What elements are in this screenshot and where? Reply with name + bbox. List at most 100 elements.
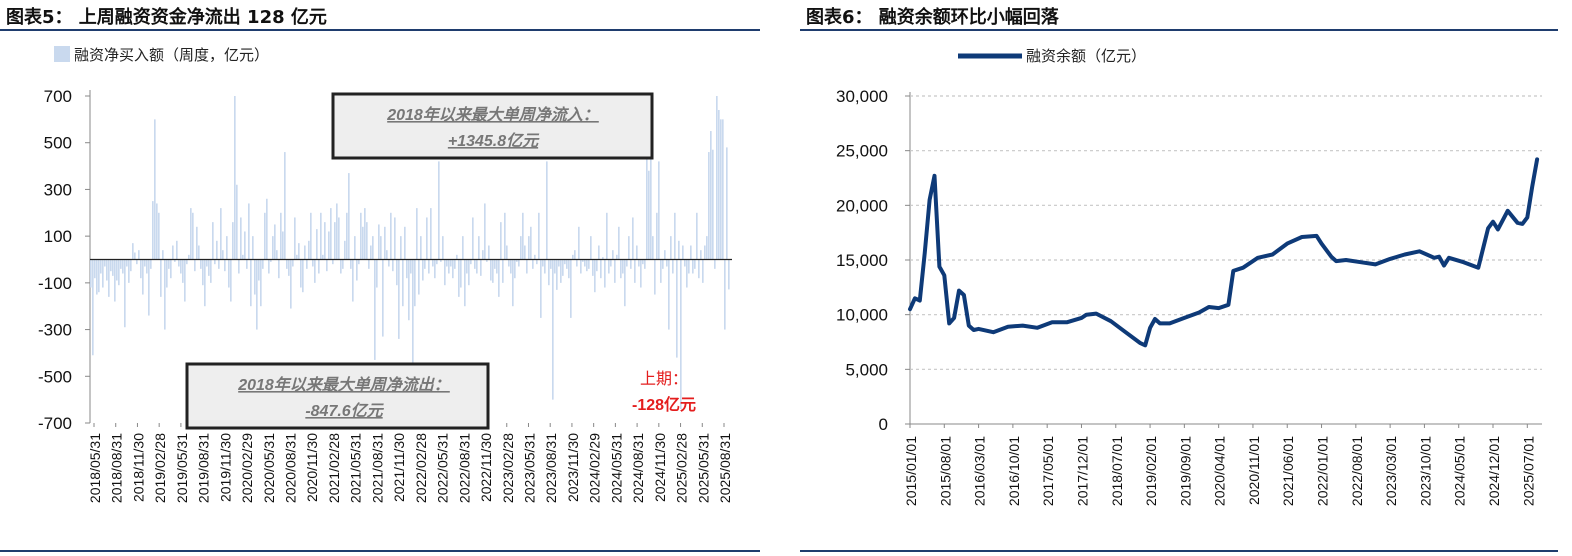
right-chart-panel: 图表6： 融资余额环比小幅回落 融资余额（亿元） 30,000 25,000 20,… <box>800 0 1572 556</box>
bar <box>382 259 384 337</box>
bar <box>586 259 588 272</box>
bar <box>704 245 706 260</box>
bar <box>204 259 206 307</box>
bar <box>266 198 268 260</box>
bar <box>90 259 92 288</box>
bar <box>562 259 564 276</box>
bar <box>272 236 274 260</box>
bar <box>422 259 424 281</box>
bar <box>628 236 630 260</box>
bar <box>726 147 728 260</box>
bar <box>156 203 158 260</box>
bar <box>608 259 610 274</box>
bar <box>656 212 658 260</box>
x-tick-label: 2021/05/31 <box>348 433 364 503</box>
bar <box>700 250 702 260</box>
bar <box>316 229 318 260</box>
bar <box>294 217 296 260</box>
bar <box>306 259 308 269</box>
bar <box>154 119 156 260</box>
bar <box>384 226 386 260</box>
x-tick-label: 2022/11/30 <box>478 433 494 502</box>
bar <box>246 259 248 269</box>
x-tick-label: 2018/07/01 <box>1109 436 1125 506</box>
bar <box>696 212 698 260</box>
bar <box>650 142 652 260</box>
bar <box>198 245 200 260</box>
bar <box>654 259 656 295</box>
bar <box>354 236 356 260</box>
bar <box>600 259 602 279</box>
bar <box>488 245 490 260</box>
left-chart-title: 图表5： 上周融资资金净流出 128 亿元 <box>6 7 327 28</box>
bar <box>496 259 498 274</box>
bar <box>230 259 232 302</box>
bar <box>174 259 176 262</box>
bar <box>624 259 626 307</box>
x-tick-label: 2022/05/31 <box>435 433 451 503</box>
x-tick-label: 2020/11/01 <box>1246 436 1262 505</box>
bar <box>472 217 474 260</box>
bar <box>536 259 538 265</box>
bar <box>268 259 270 274</box>
bar <box>640 259 642 288</box>
x-tick-label: 2020/08/31 <box>283 433 299 503</box>
bar <box>486 259 488 262</box>
bar <box>252 236 254 260</box>
bar <box>714 259 716 269</box>
bar <box>680 259 682 409</box>
bar <box>414 259 416 307</box>
bar <box>392 259 394 272</box>
bar <box>442 236 444 260</box>
bar <box>466 259 468 274</box>
bar <box>618 226 620 260</box>
bar <box>332 259 334 265</box>
x-tick-label: 2022/08/01 <box>1349 436 1365 506</box>
bar <box>510 259 512 274</box>
bar <box>116 259 118 281</box>
max-inflow-label: 2018年以来最大单周净流入： <box>386 106 599 124</box>
y-tick-label: 25,000 <box>836 142 888 161</box>
bar <box>200 259 202 269</box>
bar <box>448 259 450 274</box>
bar <box>662 259 664 269</box>
bar <box>190 208 192 260</box>
bar <box>240 217 242 260</box>
bar <box>368 259 370 269</box>
bar <box>494 259 496 269</box>
bar <box>238 259 240 274</box>
bar <box>144 259 146 267</box>
bar <box>560 259 562 283</box>
bar <box>292 259 294 267</box>
bar <box>164 259 166 330</box>
x-tick-label: 2023/05/31 <box>521 433 537 503</box>
bar <box>406 259 408 279</box>
bar <box>134 252 136 260</box>
bar <box>484 203 486 260</box>
bar <box>140 259 142 279</box>
bar <box>358 259 360 265</box>
bar <box>634 259 636 283</box>
bar <box>718 110 720 260</box>
bar <box>686 259 688 288</box>
bar <box>402 259 404 307</box>
bar <box>490 259 492 281</box>
bar <box>188 254 190 260</box>
x-tick-label: 2021/08/31 <box>369 433 385 503</box>
bar <box>554 259 556 274</box>
bar <box>146 259 148 274</box>
bar <box>326 259 328 272</box>
right-title-rule <box>800 29 1558 31</box>
bar <box>192 212 194 260</box>
bar <box>324 222 326 260</box>
bar <box>500 222 502 260</box>
bar <box>566 259 568 269</box>
left-bottom-rule <box>0 550 760 552</box>
bar <box>126 259 128 267</box>
x-tick-label: 2023/10/01 <box>1417 436 1433 506</box>
x-tick-label: 2018/11/30 <box>130 433 146 502</box>
x-tick-label: 2020/11/30 <box>304 433 320 502</box>
bar <box>290 259 292 309</box>
x-tick-label: 2022/08/31 <box>456 433 472 503</box>
bar <box>242 254 244 260</box>
